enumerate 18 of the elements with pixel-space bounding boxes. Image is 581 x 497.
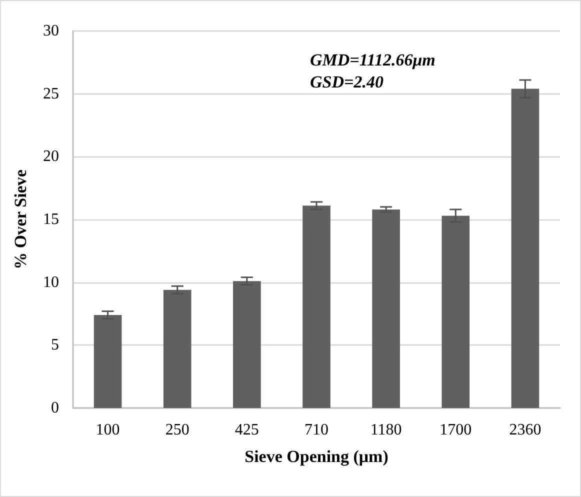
y-axis-title: % Over Sieve [11,169,30,270]
x-tick-label: 710 [304,422,328,438]
x-tick-label: 250 [165,422,190,438]
y-tick-label: 0 [51,400,59,416]
x-tick-label: 1180 [370,422,402,438]
x-tick-label: 425 [234,422,259,438]
y-tick-label: 30 [43,22,59,40]
x-tick-label: 100 [96,422,120,438]
x-tick-label: 1700 [440,422,472,438]
x-axis-title: Sieve Opening (μm) [244,447,388,466]
y-tick-label: 25 [43,85,59,102]
x-tick-label: 2360 [509,422,542,438]
annotation: GMD=1112.66μm [310,50,436,70]
y-tick-label: 10 [43,274,59,291]
annotation: GSD=2.40 [310,72,384,92]
y-tick-label: 15 [43,211,59,228]
y-tick-label: 20 [43,148,59,166]
y-tick-label: 5 [51,336,59,354]
